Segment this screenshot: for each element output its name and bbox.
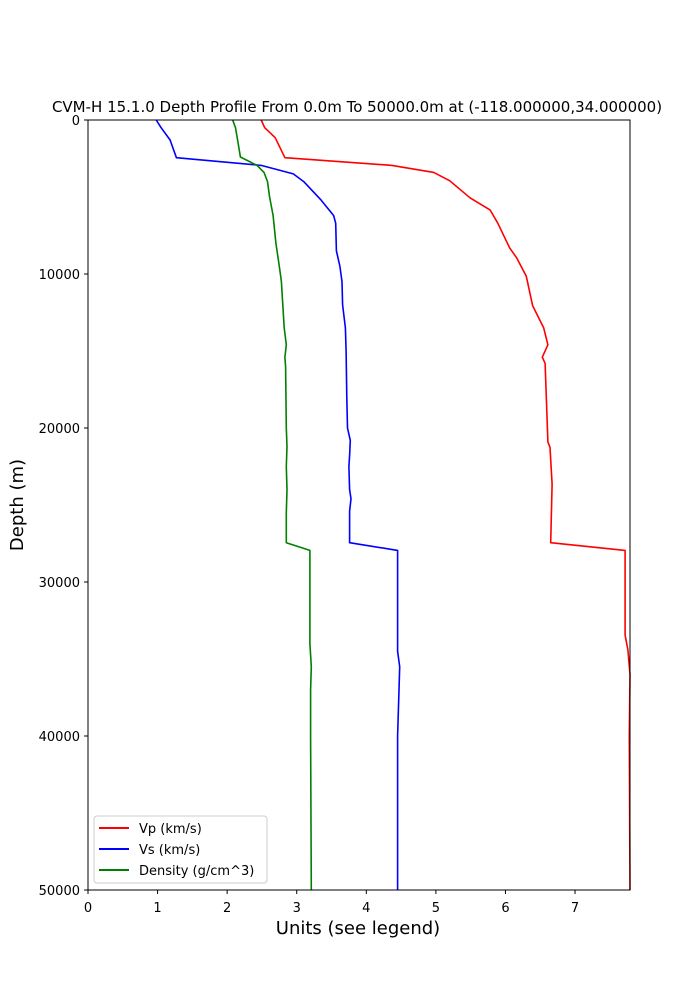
- legend-label-density: Density (g/cm^3): [139, 864, 254, 879]
- plot-lines: [155, 119, 631, 891]
- y-tick-label: 10000: [39, 268, 80, 283]
- x-tick-label: 1: [153, 901, 161, 916]
- y-axis-label: Depth (m): [7, 459, 28, 551]
- x-tick-label: 6: [501, 901, 509, 916]
- x-tick-label: 5: [432, 901, 440, 916]
- legend-label-vs: Vs (km/s): [139, 843, 200, 858]
- series-line-0: [260, 119, 631, 891]
- y-tick-label: 0: [72, 114, 80, 129]
- y-tick-label: 30000: [39, 576, 80, 591]
- x-tick-label: 7: [571, 901, 579, 916]
- x-tick-label: 2: [223, 901, 231, 916]
- x-axis-label: Units (see legend): [276, 918, 440, 939]
- y-tick-label: 20000: [39, 422, 80, 437]
- chart-title: CVM-H 15.1.0 Depth Profile From 0.0m To …: [52, 98, 662, 116]
- y-axis-ticks: 0 10000 20000 30000 40000 50000: [39, 114, 88, 899]
- x-axis-ticks: 0 1 2 3 4 5 6 7: [84, 890, 579, 916]
- plot-frame: [87, 119, 631, 891]
- legend-label-vp: Vp (km/s): [139, 822, 202, 837]
- y-tick-label: 40000: [39, 730, 80, 745]
- y-tick-label: 50000: [39, 884, 80, 899]
- series-line-1: [155, 119, 401, 890]
- legend-box: [93, 815, 268, 884]
- x-tick-label: 4: [362, 901, 370, 916]
- x-tick-label: 3: [293, 901, 301, 916]
- legend: Vp (km/s) Vs (km/s) Density (g/cm^3): [93, 815, 268, 884]
- series-line-2: [231, 119, 313, 891]
- x-tick-label: 0: [84, 901, 92, 916]
